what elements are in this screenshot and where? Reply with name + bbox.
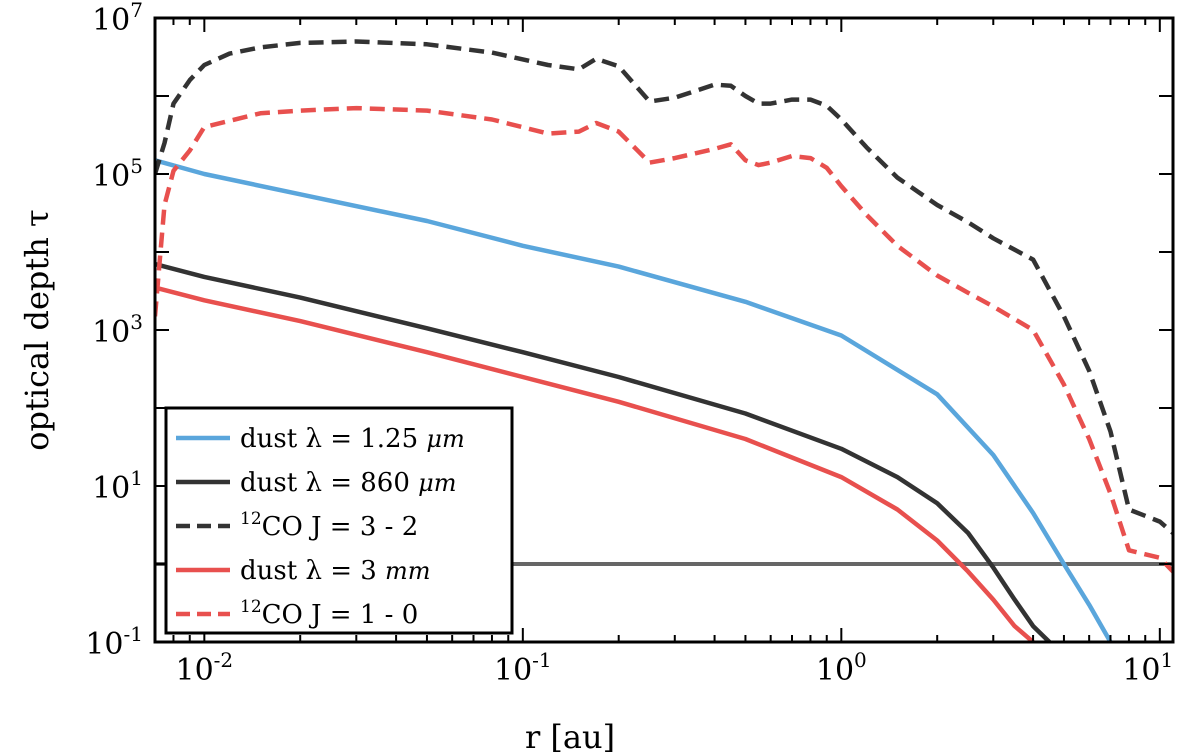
legend: dust λ = 1.25 μm dust λ = 860 μm 12CO J = … bbox=[164, 406, 514, 635]
y-axis-label: optical depth τ bbox=[18, 209, 56, 451]
series-line-4 bbox=[155, 105, 1173, 574]
x-tick-label: 10-1 bbox=[494, 648, 552, 688]
x-axis-label: r [au] bbox=[525, 718, 615, 756]
y-tick-label: 105 bbox=[92, 154, 143, 194]
legend-label-3: dust λ = 3 mm bbox=[240, 556, 431, 586]
y-tick-label: 101 bbox=[92, 466, 143, 506]
x-tick-label: 101 bbox=[1122, 648, 1173, 688]
legend-label-1: dust λ = 860 μm bbox=[240, 468, 457, 498]
series-line-0 bbox=[155, 158, 1113, 642]
x-tick-label: 100 bbox=[816, 648, 867, 688]
y-tick-label: 107 bbox=[92, 0, 143, 38]
legend-label-2: 12CO J = 3 - 2 bbox=[240, 509, 418, 542]
series-line-2 bbox=[155, 39, 1173, 535]
series-line-1 bbox=[155, 261, 1051, 642]
legend-label-4: 12CO J = 1 - 0 bbox=[240, 597, 418, 630]
x-tick-label: 10-2 bbox=[175, 648, 233, 688]
y-tick-label: 10-1 bbox=[85, 622, 143, 662]
y-tick-label: 103 bbox=[92, 310, 143, 350]
legend-label-0: dust λ = 1.25 μm bbox=[240, 424, 465, 454]
series-line-3 bbox=[155, 285, 1035, 642]
legend-box bbox=[164, 406, 514, 635]
